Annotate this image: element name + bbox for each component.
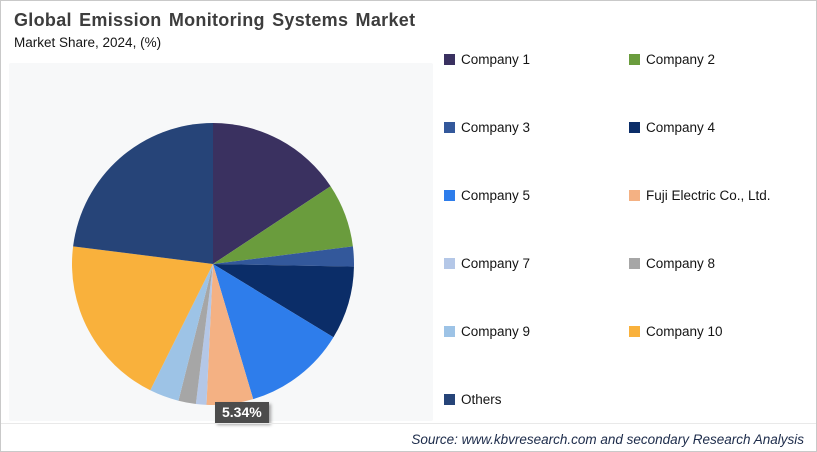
legend-label: Others (461, 391, 502, 407)
pie-slice-company-8 (178, 264, 213, 404)
legend-item-company-2: Company 2 (629, 51, 812, 67)
pie-slice-company-7 (195, 264, 213, 405)
chart-title: Global Emission Monitoring Systems Marke… (14, 10, 416, 30)
legend-swatch-icon (444, 257, 455, 269)
legend-swatch-icon (629, 121, 640, 133)
legend-label: Company 7 (461, 255, 531, 271)
pie-slice-company-1 (213, 123, 331, 264)
chart-subtitle: Market Share, 2024, (%) (14, 35, 162, 50)
legend-item-company-4: Company 4 (629, 119, 812, 135)
legend-label: Company 9 (461, 323, 531, 339)
pie-slice-company-9 (150, 264, 213, 401)
legend-item-others: Others (444, 391, 629, 407)
pie-slice-company-10 (71, 246, 213, 391)
legend-label: Company 2 (646, 51, 716, 67)
legend-label: Company 8 (646, 255, 716, 271)
legend-label: Company 4 (646, 119, 716, 135)
pie-slice-company-3 (213, 246, 354, 267)
pie-chart (71, 123, 354, 406)
legend-swatch-icon (444, 325, 455, 337)
legend-item-fuji-electric-co-ltd: Fuji Electric Co., Ltd. (629, 187, 812, 203)
legend-swatch-icon (444, 393, 455, 405)
pie-slice-others (73, 123, 213, 264)
pie-slice-company-2 (213, 186, 353, 264)
legend-item-company-8: Company 8 (629, 255, 812, 271)
source-attribution: Source: www.kbvresearch.com and secondar… (411, 432, 804, 447)
legend-swatch-icon (444, 53, 455, 65)
chart-header: Global Emission Monitoring Systems Marke… (14, 10, 415, 50)
legend-label: Fuji Electric Co., Ltd. (646, 187, 771, 203)
legend-item-company-1: Company 1 (444, 51, 629, 67)
pie-slice-company-4 (213, 264, 354, 338)
legend-label: Company 3 (461, 119, 531, 135)
legend-item-company-10: Company 10 (629, 323, 812, 339)
legend-swatch-icon (444, 121, 455, 133)
legend-label: Company 5 (461, 187, 531, 203)
legend-item-company-9: Company 9 (444, 323, 629, 339)
pie-slice-fuji-electric-co-ltd (206, 264, 254, 406)
legend-item-company-3: Company 3 (444, 119, 629, 135)
pie-slice-company-5 (213, 264, 334, 400)
legend-item-company-7: Company 7 (444, 255, 629, 271)
chart-legend: Company 1 Company 2 Company 3 Company 4 Comp… (444, 51, 812, 407)
slice-callout-label: 5.34% (215, 402, 269, 423)
legend-swatch-icon (629, 189, 640, 201)
legend-swatch-icon (444, 189, 455, 201)
legend-item-company-5: Company 5 (444, 187, 629, 203)
legend-swatch-icon (629, 257, 640, 269)
legend-swatch-icon (629, 325, 640, 337)
legend-label: Company 10 (646, 323, 723, 339)
legend-label: Company 1 (461, 51, 531, 67)
footer-divider (1, 423, 816, 424)
legend-swatch-icon (629, 53, 640, 65)
